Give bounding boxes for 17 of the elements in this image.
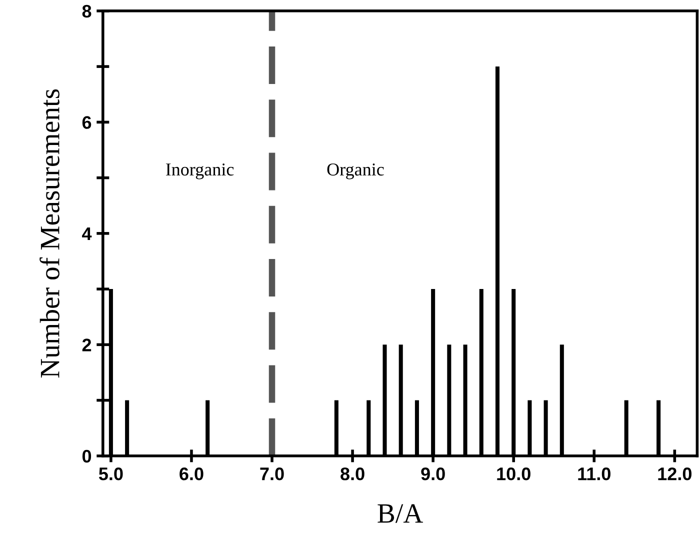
y-tick-label: 4 [82, 228, 92, 240]
x-tick-label: 9.0 [421, 468, 445, 480]
y-axis-title: Number of Measurements [40, 89, 60, 378]
annotation: Inorganic [166, 163, 234, 180]
x-tick-label: 5.0 [98, 468, 123, 480]
y-tick-label: 8 [82, 4, 92, 18]
annotation: Organic [327, 163, 384, 180]
x-tick-label: 6.0 [180, 468, 204, 480]
y-tick-label: 6 [82, 116, 92, 129]
y-tick-label: 0 [82, 450, 92, 463]
y-tick-label: 2 [82, 338, 92, 352]
x-tick-label: 7.0 [260, 468, 284, 480]
x-tick-label: 10.0 [497, 468, 530, 480]
x-tick-label: 11.0 [578, 468, 610, 480]
x-axis-title: B/A [378, 504, 423, 523]
x-tick-label: 12.0 [658, 468, 692, 480]
x-tick-label: 8.0 [340, 468, 364, 480]
